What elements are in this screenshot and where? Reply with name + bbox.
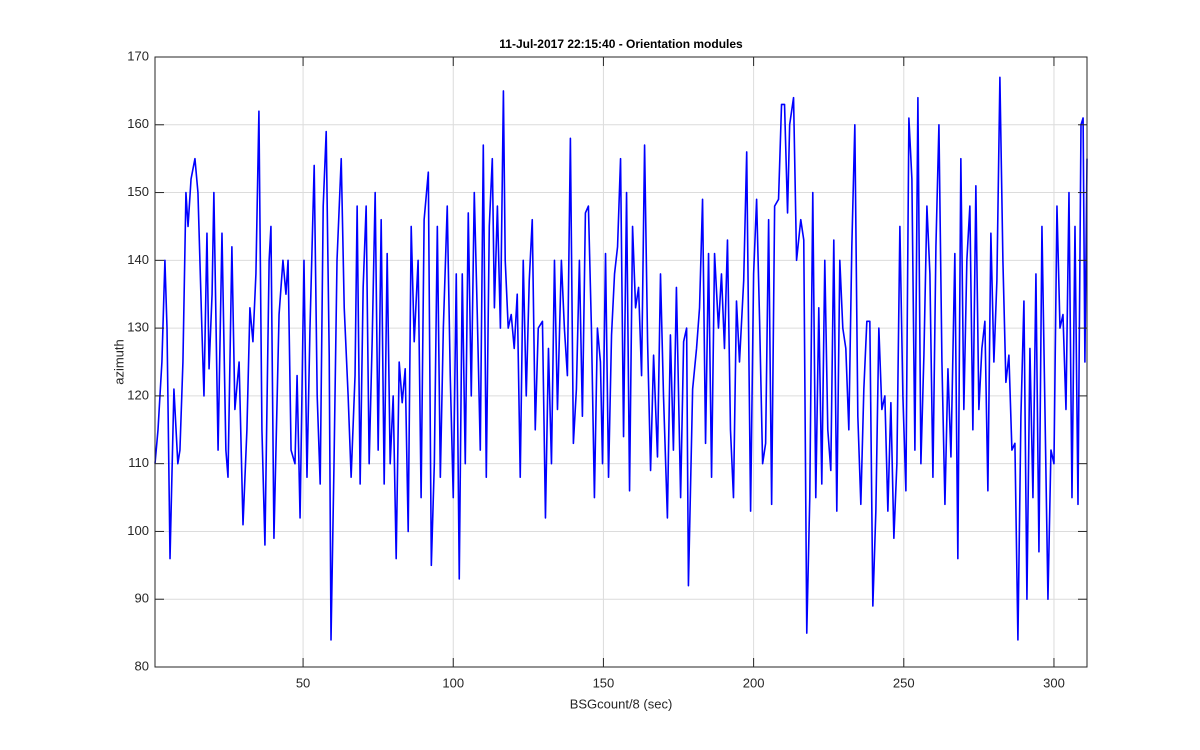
chart-title: 11-Jul-2017 22:15:40 - Orientation modul… xyxy=(499,37,743,51)
plot-area xyxy=(155,57,1087,667)
y-tick-label: 170 xyxy=(127,48,149,63)
x-tick-label: 200 xyxy=(743,675,765,690)
y-tick-label: 150 xyxy=(127,184,149,199)
y-tick-label: 110 xyxy=(128,455,149,470)
y-tick-label: 140 xyxy=(127,252,149,267)
y-tick-label: 90 xyxy=(135,591,149,606)
x-axis-label: BSGcount/8 (sec) xyxy=(570,696,673,711)
y-tick-label: 100 xyxy=(127,523,149,538)
axes: 80 90 100 110 120 130 140 150 160 170 50 100 150 200 2… xyxy=(127,48,1088,690)
axes-box xyxy=(154,56,1088,668)
x-tick-label: 50 xyxy=(296,675,310,690)
x-tick-label: 150 xyxy=(593,675,615,690)
data-line xyxy=(154,76,1088,641)
y-axis-label: azimuth xyxy=(111,339,126,385)
y-tick-label: 130 xyxy=(127,320,149,335)
x-tick-label: 100 xyxy=(442,675,464,690)
marks xyxy=(154,76,1088,641)
x-tick-label: 250 xyxy=(893,675,915,690)
x-tick-label: 300 xyxy=(1043,675,1065,690)
y-tick-label: 160 xyxy=(127,116,149,131)
y-tick-label: 120 xyxy=(127,387,149,402)
y-tick-label: 80 xyxy=(135,658,149,673)
